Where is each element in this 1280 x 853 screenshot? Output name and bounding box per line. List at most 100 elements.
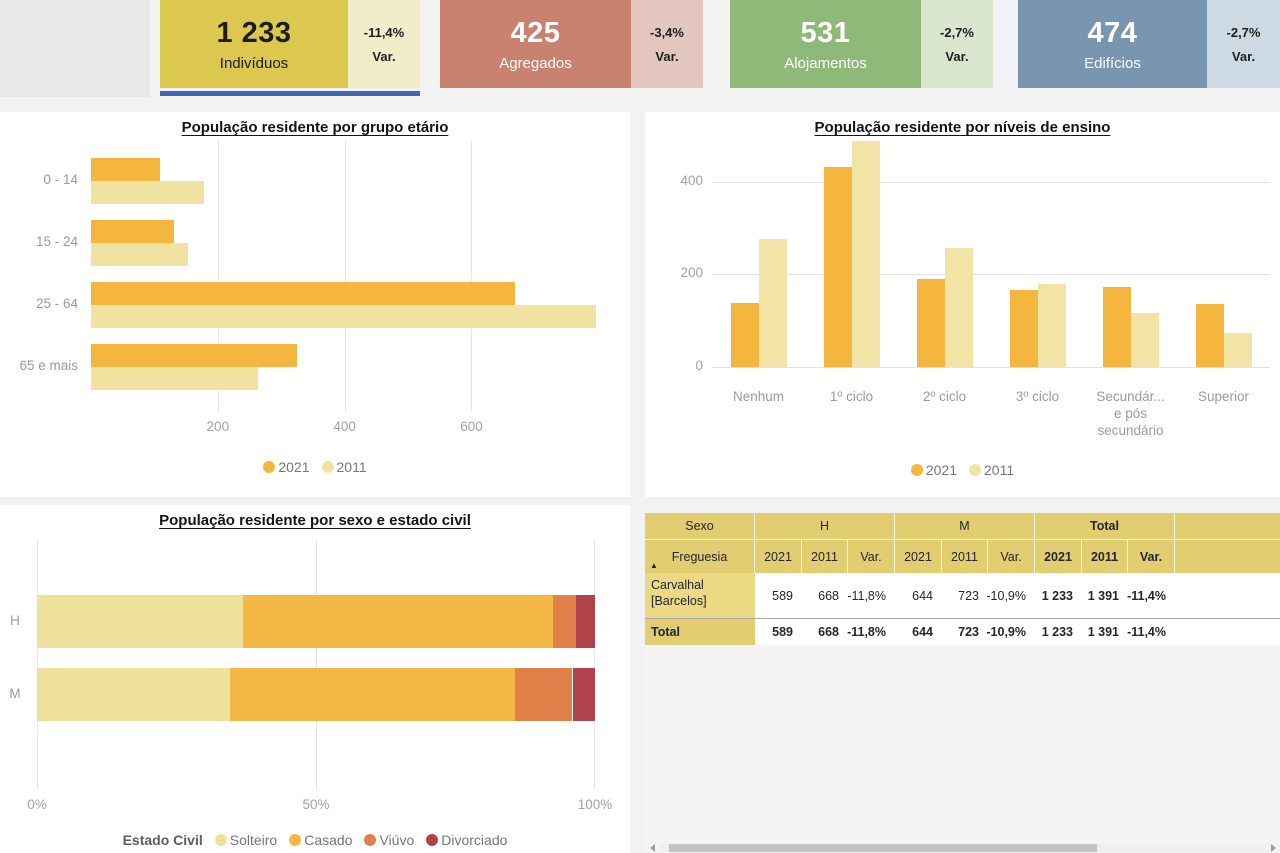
kpi-card-2[interactable]: 425 Agregados -3,4% Var. — [440, 0, 703, 88]
education-bar-2011-6[interactable] — [1224, 333, 1252, 367]
education-bar-2011-4[interactable] — [1038, 284, 1066, 367]
chart-legend: 2021 2011 — [645, 462, 1280, 478]
age-bar-2021-65 e mais[interactable] — [91, 344, 297, 367]
kpi-label: Indivíduos — [219, 54, 289, 72]
education-category-label: Superior — [1197, 389, 1250, 404]
y-gridline — [712, 182, 1270, 183]
table-total-filler — [1175, 618, 1280, 645]
civil-segment-M-Divorciado[interactable] — [573, 668, 595, 721]
legend-item-Divorciado[interactable]: Divorciado — [426, 832, 507, 848]
civil-status-chart-panel: População residente por sexo e estado ci… — [0, 505, 630, 853]
age-bar-2021-15 - 24[interactable] — [91, 220, 174, 243]
legend-label: 2011 — [984, 462, 1015, 478]
age-bar-2011-15 - 24[interactable] — [91, 243, 188, 266]
education-bar-2021-4[interactable] — [1010, 290, 1038, 367]
civil-segment-H-Solteiro[interactable] — [37, 595, 243, 648]
age-bar-2011-25 - 64[interactable] — [91, 305, 596, 328]
legend-dot-icon — [969, 464, 982, 476]
kpi-value: 474 — [1087, 16, 1138, 49]
kpi-card-row: 1 233 Indivíduos -11,4% Var. 425 Agregados -3,… — [0, 0, 1280, 97]
education-chart-title: População residente por níveis de ensino — [814, 119, 1111, 136]
table-col-header-2011: 2011 — [942, 539, 988, 573]
age-chart-panel: População residente por grupo etário 200… — [0, 112, 630, 497]
table-total-cell: -10,9% — [986, 618, 1035, 645]
legend-label: Divorciado — [441, 832, 508, 848]
table-col-header-Freguesia[interactable]: Freguesia ▲ — [645, 539, 755, 573]
kpi-card-3[interactable]: 531 Alojamentos -2,7% Var. — [730, 0, 993, 88]
kpi-var-value: -2,7% — [1226, 24, 1261, 40]
pct-tick-label: 50% — [302, 797, 330, 812]
sort-ascending-icon[interactable]: ▲ — [650, 561, 658, 570]
age-bar-2021-25 - 64[interactable] — [91, 282, 515, 305]
scrollbar-left-arrow-icon[interactable] — [650, 844, 655, 852]
kpi-card-4[interactable]: 474 Edifícios -2,7% Var. — [1018, 0, 1280, 88]
table-cell: -11,8% — [847, 573, 895, 618]
kpi-var-box: -3,4% Var. — [631, 0, 703, 88]
legend-item-2011[interactable]: 2011 — [969, 462, 1014, 478]
education-bar-2021-1[interactable] — [731, 303, 759, 367]
kpi-card-main: 425 Agregados — [440, 0, 631, 88]
table-group-header-H: H — [755, 513, 895, 539]
table-total-cell: 589 — [755, 618, 802, 645]
table-group-header-filler — [1175, 513, 1280, 539]
y-tick-label: 200 — [680, 265, 703, 281]
civil-segment-M-Casado[interactable] — [230, 668, 516, 721]
legend-item-Casado[interactable]: Casado — [289, 832, 352, 848]
kpi-var-label: Var. — [372, 48, 396, 64]
table-total-label: Total — [645, 618, 755, 645]
legend-dot-icon — [289, 834, 302, 846]
civil-segment-H-Viúvo[interactable] — [553, 595, 576, 648]
kpi-value: 425 — [510, 16, 561, 49]
chart-legend: 2021 2011 — [0, 459, 630, 475]
table-cell: 644 — [895, 573, 942, 618]
education-bar-2011-2[interactable] — [852, 141, 880, 367]
civil-segment-M-Viúvo[interactable] — [515, 668, 572, 721]
education-bar-2021-3[interactable] — [917, 279, 945, 367]
legend-item-2021[interactable]: 2021 — [263, 459, 310, 475]
legend-label: Casado — [304, 832, 353, 848]
education-bar-2021-2[interactable] — [824, 167, 852, 367]
table-col-header-2011: 2011 — [1082, 539, 1128, 573]
pct-tick-label: 0% — [27, 797, 47, 812]
civil-segment-H-Casado[interactable] — [243, 595, 553, 648]
horizontal-scrollbar-track[interactable] — [661, 844, 1264, 852]
table-row-label[interactable]: Carvalhal [Barcelos] — [645, 573, 755, 618]
kpi-value: 1 233 — [216, 16, 292, 49]
kpi-label: Edifícios — [1084, 54, 1141, 72]
table-total-cell: 644 — [895, 618, 942, 645]
education-bar-2021-6[interactable] — [1196, 304, 1224, 367]
legend-dot-icon — [910, 464, 923, 476]
civil-segment-H-Divorciado[interactable] — [576, 595, 595, 648]
civil-chart-plot — [37, 540, 595, 790]
legend-item-2021[interactable]: 2021 — [910, 462, 958, 478]
sex-civil-status-table: Sexo H M Total Freguesia ▲ 2021 2011 Var. 2021 201… — [645, 513, 1280, 645]
age-bar-2021-0 - 14[interactable] — [91, 158, 160, 181]
legend-item-Solteiro[interactable]: Solteiro — [214, 832, 277, 848]
education-bar-2021-5[interactable] — [1103, 287, 1131, 367]
x-gridline — [345, 140, 346, 412]
education-bar-2011-5[interactable] — [1131, 313, 1159, 367]
civil-status-chart: 0% 50% 100% H M Estado Civil Solteiro Casado Viú… — [0, 505, 630, 853]
kpi-card-1[interactable]: 1 233 Indivíduos -11,4% Var. — [160, 0, 420, 88]
civil-segment-M-Solteiro[interactable] — [37, 668, 230, 721]
legend-label: 2021 — [925, 462, 958, 478]
legend-item-Viúvo[interactable]: Viúvo — [364, 832, 414, 848]
horizontal-scrollbar-thumb[interactable] — [669, 844, 1097, 852]
table-cell: 1 233 — [1035, 573, 1082, 618]
table-total-cell: -11,8% — [847, 618, 895, 645]
table-col-header-2021: 2021 — [1035, 539, 1082, 573]
education-bar-2011-3[interactable] — [945, 248, 973, 367]
age-category-label: 0 - 14 — [43, 172, 78, 187]
legend-item-2011[interactable]: 2011 — [321, 459, 367, 475]
kpi-card-main: 474 Edifícios — [1018, 0, 1207, 88]
table-total-cell: 1 391 — [1082, 618, 1128, 645]
scrollbar-right-arrow-icon[interactable] — [1271, 844, 1276, 852]
age-bar-2011-0 - 14[interactable] — [91, 181, 204, 204]
age-bar-2011-65 e mais[interactable] — [91, 367, 258, 390]
table-cell: 1 391 — [1082, 573, 1128, 618]
kpi-label: Alojamentos — [784, 54, 867, 72]
x-tick-label: 200 — [206, 419, 230, 434]
education-bar-2011-1[interactable] — [759, 239, 787, 367]
table-total-cell: -11,4% — [1127, 618, 1175, 645]
pct-tick-label: 100% — [577, 797, 613, 812]
